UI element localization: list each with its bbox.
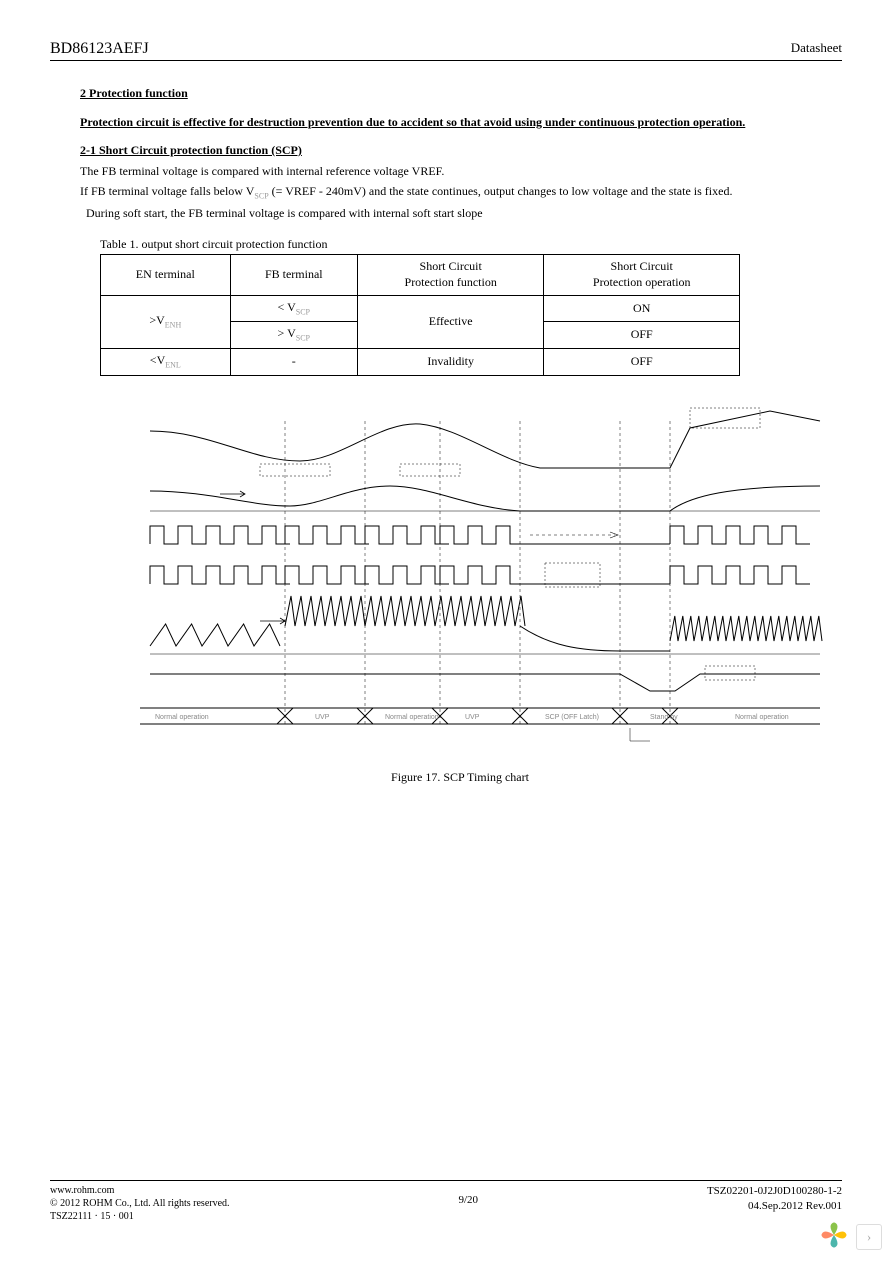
footer-date-rev: 04.Sep.2012 Rev.001: [707, 1199, 842, 1214]
en2: <V: [150, 353, 165, 367]
footer-doc-code: TSZ02201-0J2J0D100280-1-2: [707, 1184, 842, 1199]
en2s: ENL: [165, 361, 181, 370]
body-line3: During soft start, the FB terminal volta…: [80, 204, 842, 222]
section-title: 2 Protection function: [80, 86, 842, 101]
footer-url: www.rohm.com: [50, 1184, 230, 1197]
line2b: (= VREF - 240mV) and the state continues…: [269, 184, 733, 198]
th-en: EN terminal: [101, 255, 231, 295]
cell-func-eff: Effective: [357, 295, 543, 349]
cell-op-0: ON: [544, 295, 740, 322]
table-header-row: EN terminal FB terminal Short Circuit Pr…: [101, 255, 740, 295]
doc-type: Datasheet: [791, 40, 842, 58]
svg-text:UVP: UVP: [465, 714, 480, 721]
section-protection: 2 Protection function Protection circuit…: [80, 86, 842, 785]
chevron-right-icon: ›: [867, 1229, 871, 1245]
svg-text:Normal operation: Normal operation: [385, 714, 439, 721]
footer-right: TSZ02201-0J2J0D100280-1-2 04.Sep.2012 Re…: [707, 1184, 842, 1223]
cell-func-2: Invalidity: [357, 349, 543, 376]
fb1s: SCP: [296, 334, 310, 343]
footer-copyright: © 2012 ROHM Co., Ltd. All rights reserve…: [50, 1197, 230, 1210]
scp-table: EN terminal FB terminal Short Circuit Pr…: [100, 254, 740, 376]
pager-logo-icon: [820, 1221, 848, 1253]
timing-chart: Normal operation UVP Normal operation UVP SC…: [90, 406, 830, 785]
cell-fb-2: -: [230, 349, 357, 376]
page-header: BD86123AEFJ Datasheet: [50, 40, 842, 61]
table-caption: Table 1. output short circuit protection…: [100, 237, 842, 252]
part-number: BD86123AEFJ: [50, 40, 149, 58]
timing-chart-svg: Normal operation UVP Normal operation UVP SC…: [90, 406, 830, 746]
body-line1: The FB terminal voltage is compared with…: [80, 162, 842, 180]
en0: >V: [149, 313, 164, 327]
svg-text:SCP (OFF Latch): SCP (OFF Latch): [545, 714, 599, 721]
cell-en-low: <VENL: [101, 349, 231, 376]
cell-op-1: OFF: [544, 322, 740, 349]
footer-left: www.rohm.com © 2012 ROHM Co., Ltd. All r…: [50, 1184, 230, 1223]
th-op: Short Circuit Protection operation: [544, 255, 740, 295]
cell-fb-0: < VSCP: [230, 295, 357, 322]
th-op-text: Short Circuit Protection operation: [593, 259, 691, 289]
table-row: <VENL - Invalidity OFF: [101, 349, 740, 376]
cell-op-2: OFF: [544, 349, 740, 376]
fb0: < V: [278, 300, 296, 314]
page-footer: www.rohm.com © 2012 ROHM Co., Ltd. All r…: [50, 1180, 842, 1223]
fb1: > V: [278, 326, 296, 340]
th-fb: FB terminal: [230, 255, 357, 295]
figure-caption: Figure 17. SCP Timing chart: [90, 770, 830, 785]
fb0s: SCP: [296, 307, 310, 316]
body-line2: If FB terminal voltage falls below VSCP …: [80, 182, 842, 202]
th-func: Short Circuit Protection function: [357, 255, 543, 295]
footer-page: 9/20: [458, 1184, 478, 1206]
cell-fb-1: > VSCP: [230, 322, 357, 349]
table-row: >VENH < VSCP Effective ON: [101, 295, 740, 322]
next-page-button[interactable]: ›: [856, 1224, 882, 1250]
svg-text:Normal operation: Normal operation: [735, 714, 789, 721]
en0s: ENH: [165, 320, 181, 329]
svg-text:Normal operation: Normal operation: [155, 714, 209, 721]
pager: ›: [820, 1221, 882, 1253]
line2-sub: SCP: [254, 191, 268, 200]
th-func-text: Short Circuit Protection function: [405, 259, 497, 289]
line2a: If FB terminal voltage falls below V: [80, 184, 254, 198]
svg-text:UVP: UVP: [315, 714, 330, 721]
cell-en-high: >VENH: [101, 295, 231, 349]
protection-note: Protection circuit is effective for dest…: [80, 113, 842, 131]
subsection-title: 2-1 Short Circuit protection function (S…: [80, 143, 842, 158]
footer-tsz: TSZ22111 · 15 · 001: [50, 1210, 230, 1223]
svg-text:Stand by: Stand by: [650, 714, 678, 721]
